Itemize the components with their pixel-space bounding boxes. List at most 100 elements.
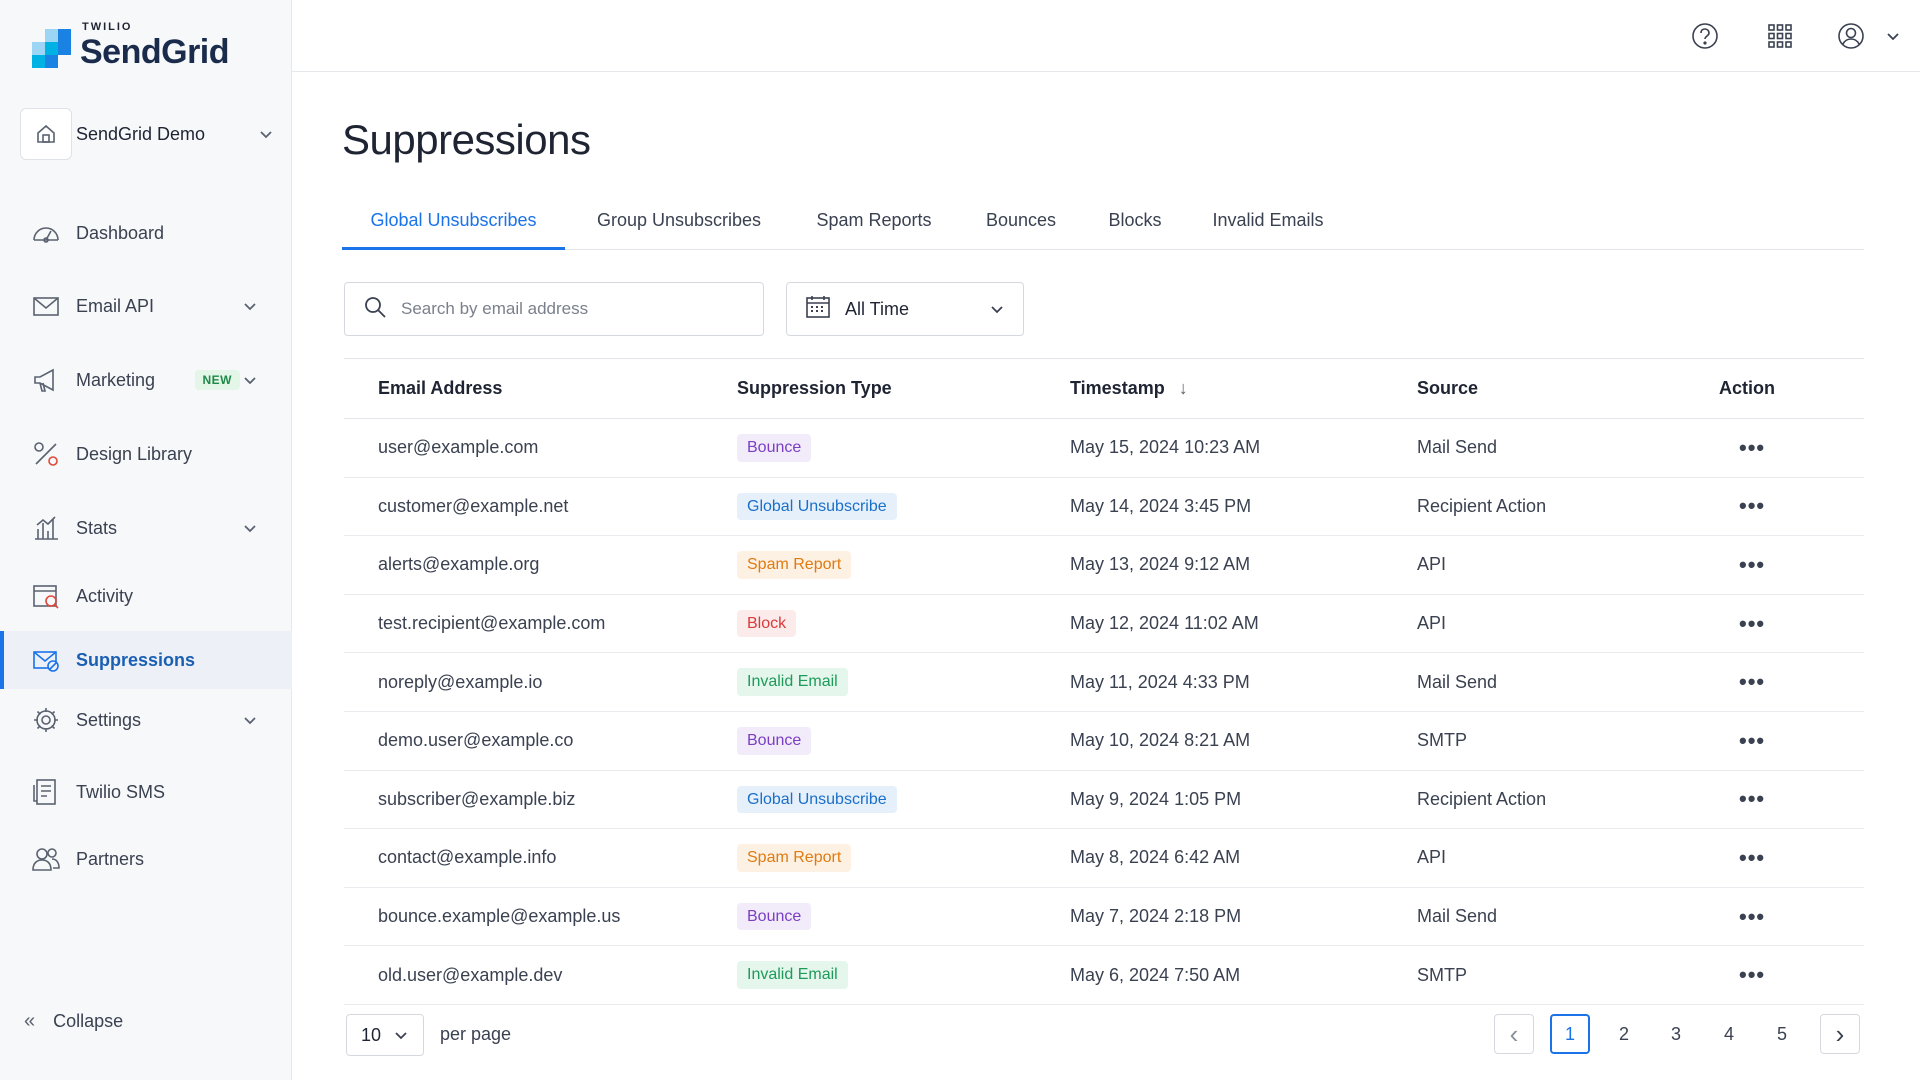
new-badge: NEW (194, 370, 240, 390)
account-name: SendGrid Demo (76, 123, 206, 144)
apps-grid-icon[interactable] (1762, 18, 1798, 54)
cell-email: user@example.com (378, 437, 539, 458)
more-options-icon[interactable]: ••• (1739, 551, 1766, 577)
date-range-dropdown[interactable]: All Time (786, 282, 1024, 336)
sort-descending-icon[interactable]: ↓ (1178, 378, 1188, 398)
more-options-icon[interactable]: ••• (1739, 610, 1766, 636)
table-row: contact@example.info Spam Report May 8, 20… (344, 829, 1864, 888)
sidebar-item-label: Design Library (76, 443, 193, 464)
tab-bounces[interactable]: Bounces (985, 210, 1057, 230)
logo-product: SendGrid (80, 33, 230, 71)
envelope-icon (30, 290, 62, 322)
cell-action: ••• (1719, 728, 1864, 754)
pagination-page-2[interactable]: 2 (1618, 1023, 1629, 1044)
tab-invalid-emails[interactable]: Invalid Emails (1212, 210, 1324, 230)
sidebar-item-partners[interactable]: Partners (0, 830, 292, 888)
chevron-down-icon (256, 124, 276, 144)
sidebar-item-stats[interactable]: Stats (0, 499, 292, 557)
cell-suppression-type: Global Unsubscribe (737, 492, 1070, 521)
tab-group-unsubscribes[interactable]: Group Unsubscribes (596, 210, 762, 230)
sidebar-item-activity[interactable]: Activity (0, 567, 292, 625)
cell-action: ••• (1719, 611, 1864, 637)
sendgrid-logo[interactable]: TWILIO SendGrid (32, 21, 230, 71)
page-title: Suppressions (342, 116, 591, 163)
cell-timestamp: May 6, 2024 7:50 AM (1070, 964, 1241, 985)
cell-action: ••• (1719, 493, 1864, 519)
suppression-type-badge: Bounce (737, 726, 812, 755)
sidebar-item-email-api[interactable]: Email API (0, 277, 292, 335)
sidebar-item-twilio-sms[interactable]: Twilio SMS (0, 763, 292, 821)
sidebar-item-design-library[interactable]: Design Library (0, 425, 292, 483)
sidebar-item-marketing[interactable]: Marketing NEW (0, 351, 292, 409)
cell-suppression-type: Spam Report (737, 844, 1070, 872)
tab-blocks[interactable]: Blocks (1108, 210, 1162, 230)
account-switcher[interactable]: SendGrid Demo (20, 108, 276, 160)
chevron-down-icon (240, 296, 260, 316)
tab-spam-reports[interactable]: Spam Reports (816, 210, 932, 230)
cell-source: Mail Send (1417, 437, 1498, 458)
more-options-icon[interactable]: ••• (1739, 962, 1766, 988)
more-options-icon[interactable]: ••• (1739, 844, 1766, 870)
partners-icon (30, 843, 62, 875)
search-field[interactable] (344, 282, 764, 336)
suppression-type-badge: Spam Report (737, 844, 852, 872)
sidebar-item-label: Settings (76, 709, 142, 730)
sidebar: TWILIO SendGrid SendGrid Demo Dashboard … (0, 0, 292, 1080)
more-options-icon[interactable]: ••• (1739, 786, 1766, 812)
cell-source: Recipient Action (1417, 788, 1547, 809)
cell-action: ••• (1719, 962, 1864, 988)
table-row: noreply@example.io Invalid Email May 11, 2… (344, 653, 1864, 712)
more-options-icon[interactable]: ••• (1739, 493, 1766, 519)
search-icon (363, 295, 387, 324)
logo-company: TWILIO (82, 21, 133, 33)
collapse-label: Collapse (53, 1011, 124, 1031)
more-options-icon[interactable]: ••• (1739, 669, 1766, 695)
suppression-type-badge: Invalid Email (737, 668, 848, 696)
cell-email: demo.user@example.co (378, 730, 574, 751)
pagination-next-button[interactable]: › (1820, 1014, 1860, 1054)
more-options-icon[interactable]: ••• (1739, 434, 1766, 460)
sidebar-item-label: Activity (76, 585, 134, 606)
pagination-page-1[interactable]: 1 (1550, 1014, 1590, 1054)
calendar-icon (805, 294, 831, 325)
cell-source: API (1417, 554, 1447, 575)
cell-email: subscriber@example.biz (378, 788, 576, 809)
cell-timestamp: May 14, 2024 3:45 PM (1070, 495, 1252, 516)
pagination-prev-button[interactable]: ‹ (1494, 1014, 1534, 1054)
sidebar-item-dashboard[interactable]: Dashboard (0, 204, 292, 262)
pagination-page-5[interactable]: 5 (1776, 1023, 1787, 1044)
header-timestamp[interactable]: Timestamp ↓ (1070, 378, 1417, 399)
chevron-down-icon (240, 370, 260, 390)
cell-timestamp: May 10, 2024 8:21 AM (1070, 730, 1251, 751)
chevron-left-icon: ‹ (1509, 1018, 1519, 1049)
double-chevron-left-icon: « (24, 1010, 36, 1032)
activity-icon (30, 580, 62, 612)
sidebar-item-suppressions[interactable]: Suppressions (0, 631, 292, 689)
table-row: demo.user@example.co Bounce May 10, 2024 8… (344, 712, 1864, 771)
search-input[interactable] (401, 299, 741, 319)
chevron-down-icon (987, 299, 1007, 319)
header-action: Action (1719, 378, 1775, 398)
cell-suppression-type: Global Unsubscribe (737, 785, 1070, 814)
user-account-menu[interactable] (1836, 18, 1900, 54)
table-body: user@example.com Bounce May 15, 2024 10:23… (344, 419, 1864, 1005)
suppression-type-badge: Spam Report (737, 551, 852, 579)
collapse-sidebar-button[interactable]: « Collapse (24, 1010, 123, 1033)
cell-timestamp: May 13, 2024 9:12 AM (1070, 554, 1251, 575)
cell-email: contact@example.info (378, 847, 557, 868)
chevron-down-icon (240, 710, 260, 730)
more-options-icon[interactable]: ••• (1739, 903, 1766, 929)
tab-global-unsubscribes[interactable]: Global Unsubscribes (342, 200, 565, 250)
table-row: test.recipient@example.com Block May 12, 2… (344, 595, 1864, 654)
cell-suppression-type: Bounce (737, 434, 1070, 462)
cell-source: API (1417, 847, 1447, 868)
pagination-page-3[interactable]: 3 (1670, 1023, 1681, 1044)
help-icon[interactable] (1687, 18, 1723, 54)
sidebar-item-settings[interactable]: Settings (0, 691, 292, 749)
more-options-icon[interactable]: ••• (1739, 727, 1766, 753)
cell-suppression-type: Invalid Email (737, 961, 1070, 989)
per-page-select[interactable]: 10 (346, 1014, 424, 1056)
pagination-page-4[interactable]: 4 (1723, 1023, 1734, 1044)
sidebar-item-label: Twilio SMS (76, 781, 166, 802)
suppression-type-badge: Global Unsubscribe (737, 492, 897, 521)
